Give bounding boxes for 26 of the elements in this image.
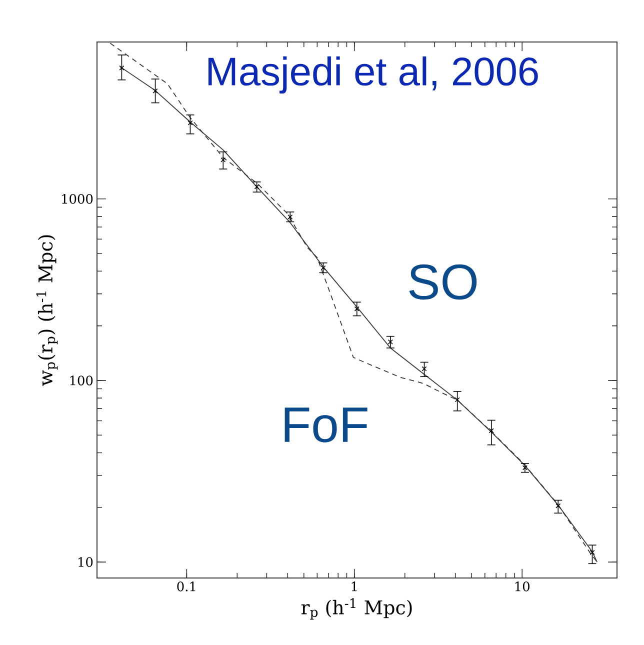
point (556, 503, 561, 508)
y-axis-title: w$_{p}$(r$_{p}$) (h$^{-1}$ Mpc) (36, 235, 58, 386)
y-tick-label: 100 (70, 376, 93, 386)
point (119, 65, 124, 70)
point (354, 306, 360, 312)
point (254, 184, 260, 190)
x-tick-label: 1 (352, 582, 357, 592)
x-axis-title: r$_{p}$ (h$^{-1}$ Mpc) (301, 598, 412, 620)
point (288, 214, 293, 220)
point (454, 397, 460, 402)
y-tick-label: 10 (78, 557, 93, 567)
point (220, 157, 226, 162)
y-tick-label: 1000 (62, 194, 93, 204)
point (320, 265, 326, 270)
annotation: FoF (284, 408, 368, 442)
point (388, 339, 393, 344)
x-tick-label: 10 (515, 582, 530, 592)
annotation: Masjedi et al, 2006 (208, 56, 538, 94)
point (590, 550, 595, 555)
point (422, 366, 427, 372)
point (188, 120, 193, 126)
annotation: SO (409, 264, 477, 300)
x-tick-label: 0.1 (177, 582, 196, 592)
point (488, 428, 494, 434)
point (522, 465, 528, 470)
point (152, 88, 158, 94)
